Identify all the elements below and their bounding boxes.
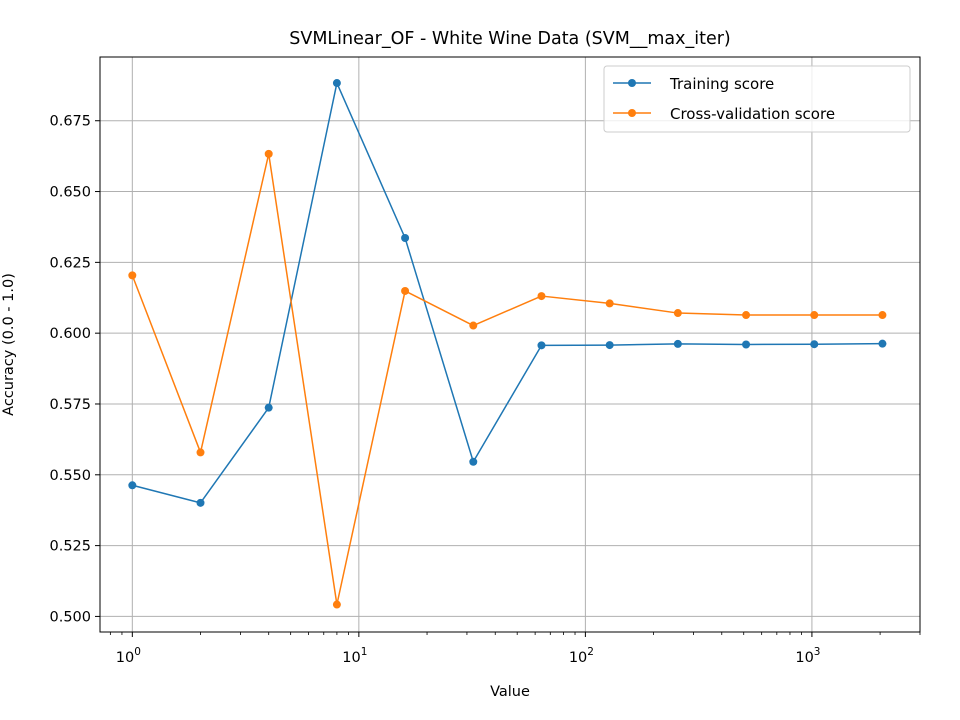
x-axis: 100 101 102 103 bbox=[116, 632, 820, 666]
series-0-point bbox=[605, 341, 614, 350]
legend-training-label: Training score bbox=[669, 75, 774, 93]
series-layer bbox=[128, 79, 887, 609]
legend-cv-marker bbox=[628, 109, 636, 117]
series-0-point bbox=[537, 341, 546, 350]
series-0-point bbox=[128, 481, 137, 490]
series-1-point bbox=[401, 286, 410, 295]
series-0-point bbox=[196, 498, 205, 507]
x-axis-label: Value bbox=[490, 684, 530, 700]
y-axis-label: Accuracy (0.0 - 1.0) bbox=[1, 273, 17, 416]
series-0-point bbox=[742, 340, 751, 349]
chart-title: SVMLinear_OF - White Wine Data (SVM__max… bbox=[289, 29, 731, 49]
legend-training-marker bbox=[628, 79, 636, 87]
y-tick-label: 0.550 bbox=[49, 468, 91, 484]
series-0-point bbox=[673, 339, 682, 348]
y-tick-label: 0.600 bbox=[49, 326, 91, 342]
legend-cv-label: Cross-validation score bbox=[670, 105, 835, 123]
y-tick-label: 0.500 bbox=[49, 609, 91, 625]
series-1-point bbox=[196, 448, 205, 457]
y-tick-label: 0.575 bbox=[49, 397, 91, 413]
y-axis: 0.500 0.525 0.550 0.575 0.600 0.625 0.650 0.675 bbox=[49, 114, 100, 625]
series-0-point bbox=[332, 79, 341, 88]
series-1-point bbox=[742, 311, 751, 320]
series-0-point bbox=[401, 233, 410, 242]
series-0-line bbox=[132, 82, 883, 504]
series-1-point bbox=[537, 292, 546, 301]
legend-box bbox=[603, 65, 911, 133]
legend: Training score Cross-validation score bbox=[603, 65, 911, 133]
series-1-point bbox=[264, 149, 273, 158]
y-tick-label: 0.525 bbox=[49, 539, 91, 555]
series-0-point bbox=[264, 403, 273, 412]
series-1-point bbox=[469, 321, 478, 330]
series-1-point bbox=[673, 309, 682, 318]
series-0-point bbox=[469, 457, 478, 466]
series-1-point bbox=[605, 299, 614, 308]
series-0-point bbox=[810, 340, 819, 349]
series-1-point bbox=[128, 271, 137, 280]
plot-frame bbox=[99, 56, 921, 633]
y-tick-label: 0.625 bbox=[49, 255, 91, 271]
series-1-point bbox=[878, 311, 887, 320]
series-0-point bbox=[878, 339, 887, 348]
series-1-point bbox=[332, 600, 341, 609]
series-1-line bbox=[131, 153, 883, 606]
x-minor-ticks bbox=[109, 632, 921, 635]
series-1-point bbox=[810, 311, 819, 320]
y-tick-label: 0.650 bbox=[49, 185, 91, 201]
y-tick-label: 0.675 bbox=[49, 114, 91, 130]
